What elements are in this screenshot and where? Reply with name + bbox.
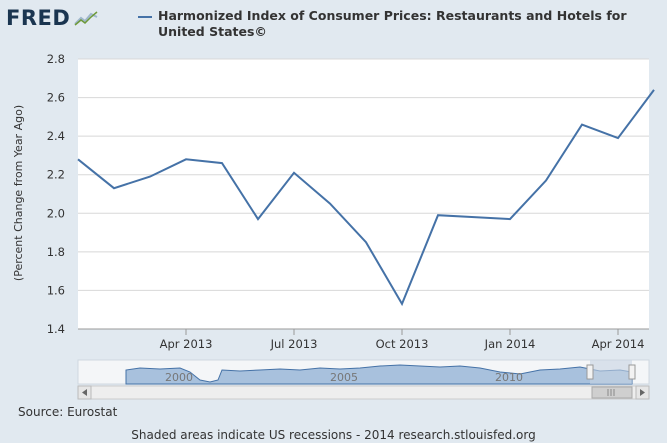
y-axis: 1.4 1.6 1.8 2.0 2.2 2.4 2.6 2.8 [47, 52, 65, 336]
y-tick-label: 1.4 [47, 322, 65, 336]
range-navigator[interactable]: 2000 2005 2010 [77, 359, 650, 385]
y-tick-label: 2.4 [47, 129, 65, 143]
x-tick-label: Apr 2013 [160, 337, 213, 351]
scrollbar-thumb[interactable] [591, 386, 633, 399]
x-tick-label: Apr 2014 [592, 337, 645, 351]
logo-text: FRED [6, 6, 71, 30]
navigator-label-2005: 2005 [330, 371, 358, 384]
navigator-right-handle[interactable] [628, 364, 636, 380]
chart-title: Harmonized Index of Consumer Prices: Res… [158, 8, 627, 39]
x-axis: Apr 2013 Jul 2013 Oct 2013 Jan 2014 Apr 2014 [78, 328, 649, 351]
scrollbar-track[interactable] [77, 385, 650, 400]
navigator-left-handle[interactable] [586, 364, 594, 380]
scroll-right-arrow-icon [640, 389, 645, 396]
y-axis-label: (Percent Change from Year Ago) [12, 105, 25, 281]
x-tick-label: Jan 2014 [484, 337, 536, 351]
y-tick-label: 2.0 [47, 206, 65, 220]
navigator-series-area [125, 364, 633, 385]
y-tick-label: 1.6 [47, 283, 65, 297]
y-tick-label: 2.8 [47, 52, 65, 66]
navigator-label-2000: 2000 [165, 371, 193, 384]
x-tick-label: Oct 2013 [376, 337, 429, 351]
scroll-left-arrow-icon [82, 389, 87, 396]
y-tick-label: 2.6 [47, 91, 65, 105]
series-line[interactable] [77, 89, 655, 307]
scrollbar-grip-icon [607, 389, 615, 396]
fred-logo[interactable]: FRED [6, 6, 100, 30]
navigator-selected-window[interactable] [590, 360, 632, 384]
plot-background [78, 59, 649, 329]
x-tick-label: Jul 2013 [270, 337, 318, 351]
y-tick-label: 1.8 [47, 245, 65, 259]
y-tick-label: 2.2 [47, 168, 65, 182]
legend-line-swatch [138, 16, 152, 18]
recession-credit-note[interactable]: Shaded areas indicate US recessions - 20… [131, 428, 536, 442]
trend-line-icon [73, 9, 100, 27]
navigator-label-2010: 2010 [495, 371, 523, 384]
source-note: Source: Eurostat [18, 405, 118, 419]
scrollbar[interactable] [77, 385, 650, 400]
